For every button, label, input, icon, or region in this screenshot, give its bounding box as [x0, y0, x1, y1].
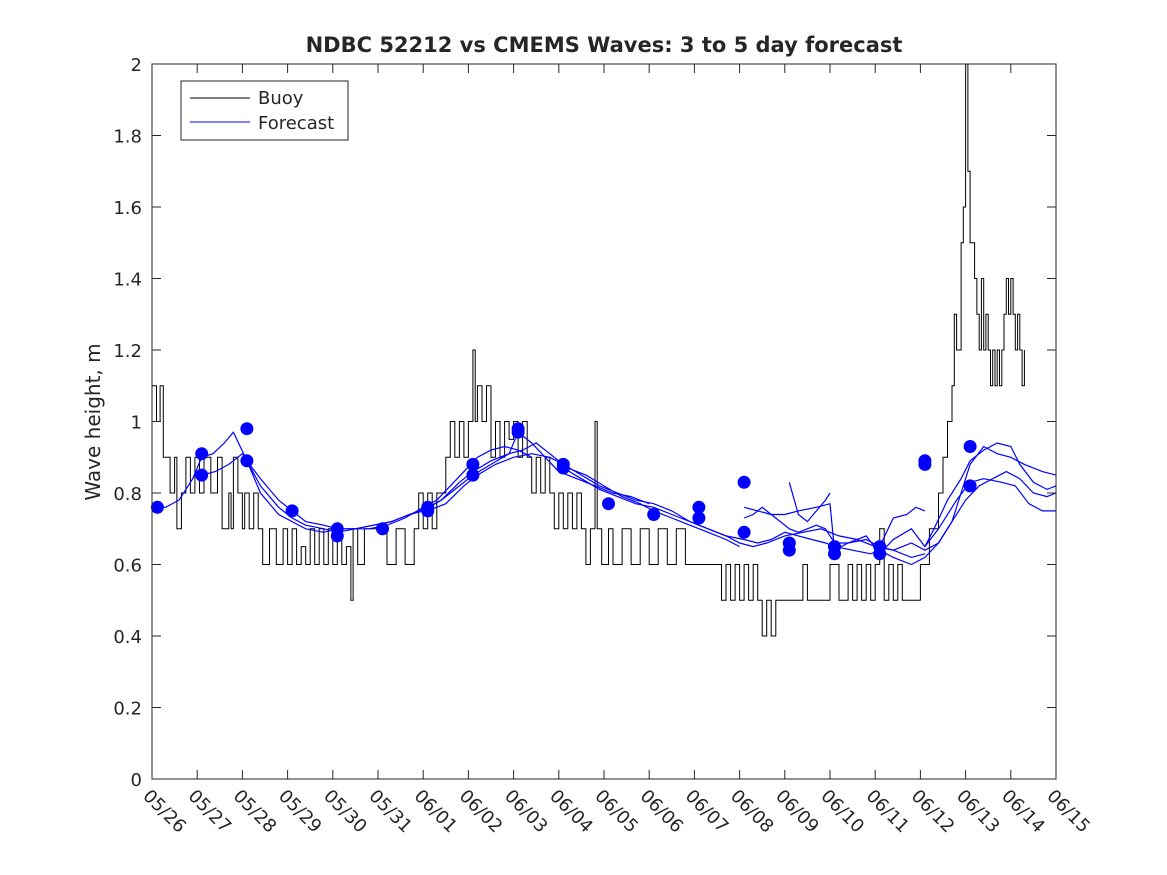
x-tick-label: 06/04: [545, 786, 597, 838]
x-tick-label: 06/06: [636, 786, 688, 838]
buoy-line: [152, 63, 1025, 637]
x-tick-label: 05/26: [138, 786, 190, 838]
forecast-point-9: [376, 522, 389, 536]
forecast-point-29: [873, 547, 887, 561]
forecast-point-6: [285, 504, 299, 518]
forecast-point-5: [240, 454, 254, 468]
legend-buoy-label: Buoy: [258, 88, 304, 109]
forecast-point-15: [511, 425, 525, 439]
plot-area: [150, 63, 1057, 637]
x-tick-label: 06/11: [862, 786, 914, 838]
chart-title: NDBC 52212 vs CMEMS Waves: 3 to 5 day fo…: [306, 33, 903, 57]
forecast-point-13: [466, 468, 480, 482]
forecast-point-31: [918, 457, 932, 471]
y-tick-label: 0.4: [113, 627, 142, 648]
forecast-point-27: [828, 547, 841, 561]
forecast-line-1: [152, 431, 532, 533]
y-tick-label: 0.2: [113, 699, 142, 720]
x-tick-label: 05/30: [319, 786, 371, 838]
forecast-point-25: [782, 543, 796, 557]
y-tick-label: 1.8: [113, 127, 142, 148]
x-tick-label: 06/01: [410, 786, 462, 838]
x-tick-label: 06/15: [1042, 786, 1094, 838]
x-tick-label: 06/08: [726, 786, 778, 838]
forecast-point-18: [602, 497, 615, 511]
forecast-point-8: [330, 529, 344, 543]
forecast-point-12: [466, 457, 480, 471]
x-tick-label: 05/28: [229, 786, 281, 838]
x-tick-label: 06/09: [771, 786, 823, 838]
forecast-line-9: [879, 506, 926, 547]
y-tick-label: 0.8: [113, 484, 142, 505]
x-tick-label: 05/29: [274, 786, 326, 838]
forecast-point-21: [692, 511, 706, 525]
x-tick-label: 06/02: [455, 786, 507, 838]
forecast-point-19: [647, 508, 661, 521]
y-tick-label: 0.6: [113, 556, 142, 577]
x-tick-label: 06/10: [816, 786, 868, 838]
y-tick-label: 1.6: [113, 198, 142, 219]
forecast-point-1: [150, 500, 164, 514]
forecast-point-20: [692, 500, 706, 514]
x-tick-label: 06/14: [997, 786, 1049, 838]
y-tick-label: 2: [131, 55, 142, 76]
legend-forecast-label: Forecast: [258, 113, 334, 134]
forecast-line-7: [743, 478, 1056, 555]
x-tick-label: 06/13: [952, 786, 1004, 838]
y-tick-label: 1.4: [113, 270, 142, 291]
forecast-point-32: [963, 440, 977, 453]
forecast-line-3: [246, 442, 740, 548]
forecast-line-10: [924, 442, 1057, 547]
forecast-point-2: [195, 447, 209, 461]
forecast-line-5: [562, 467, 1057, 566]
y-tick-label: 1: [131, 413, 142, 434]
x-tick-label: 06/07: [681, 786, 733, 838]
x-tick-label: 05/31: [364, 786, 416, 838]
x-tick-label: 05/27: [184, 786, 236, 838]
x-tick-label: 06/12: [907, 786, 959, 838]
forecast-point-11: [421, 504, 435, 518]
legend: Buoy Forecast: [180, 80, 349, 141]
forecast-line-6: [743, 445, 1057, 552]
forecast-line-8: [788, 482, 831, 523]
forecast-point-23: [737, 525, 751, 539]
forecast-point-3: [195, 468, 209, 482]
forecast-point-4: [240, 422, 254, 436]
x-tick-label: 06/03: [500, 786, 552, 838]
y-tick-label: 1.2: [113, 341, 142, 362]
plot-frame: [151, 63, 1057, 780]
forecast-line-2: [201, 431, 650, 533]
x-tick-label: 06/05: [590, 786, 642, 838]
y-tick-label: 0: [131, 770, 142, 791]
legend-box: [180, 80, 349, 141]
forecast-line-4: [427, 453, 926, 559]
forecast-point-22: [737, 475, 751, 489]
forecast-point-33: [963, 479, 977, 493]
forecast-point-17: [556, 461, 570, 475]
y-axis-label: Wave height, m: [81, 343, 105, 500]
axes: 00.20.40.60.811.21.41.61.8205/2605/2705/…: [113, 55, 1094, 837]
